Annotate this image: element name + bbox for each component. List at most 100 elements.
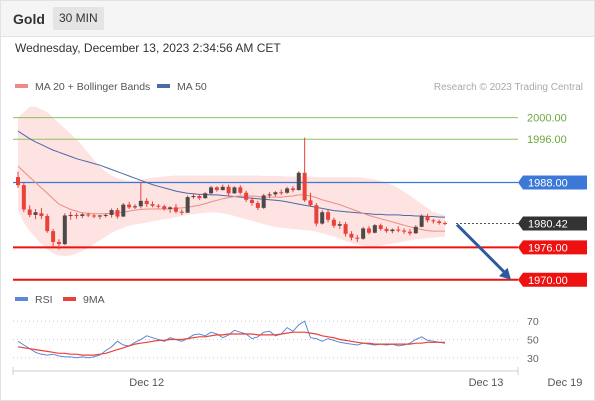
candle-body — [419, 216, 424, 227]
candlesticks — [16, 137, 448, 250]
instrument-title: Gold — [13, 11, 45, 27]
candle — [173, 204, 178, 214]
candle-body — [320, 212, 325, 224]
candle — [103, 213, 108, 218]
candle-body — [109, 210, 114, 215]
candle — [372, 224, 377, 234]
candle-body — [296, 172, 301, 191]
candle — [355, 234, 360, 242]
candle-body — [425, 216, 430, 221]
candle-body — [285, 188, 290, 193]
candle-body — [261, 195, 266, 208]
candle — [343, 221, 348, 237]
candle-body — [74, 214, 79, 216]
candle — [273, 191, 278, 197]
legend-label: RSI — [35, 294, 53, 306]
level-label: 1976.00 — [528, 242, 568, 254]
candle — [162, 204, 167, 211]
candle — [349, 231, 354, 241]
candle — [232, 186, 237, 194]
candle-body — [150, 204, 155, 206]
ma50-line — [17, 130, 445, 218]
candle-body — [378, 225, 383, 229]
level-label: 1970.00 — [528, 275, 568, 287]
candle — [396, 226, 401, 233]
level-label: 1996.00 — [527, 134, 567, 146]
candle — [62, 213, 67, 246]
candle — [121, 203, 126, 218]
candle — [86, 212, 91, 218]
candle — [115, 207, 120, 219]
candle-body — [355, 237, 360, 239]
candle — [92, 213, 97, 219]
rsi-tick-label: 70 — [527, 316, 539, 328]
x-axis: Dec 12 Dec 13 Dec 19 — [12, 367, 582, 389]
candle — [144, 198, 149, 207]
candle-body — [226, 186, 231, 194]
candle-body — [197, 196, 202, 199]
candle — [320, 210, 325, 225]
candle — [45, 213, 50, 233]
moving-averages — [17, 130, 445, 232]
candle — [413, 225, 418, 234]
candle-body — [97, 215, 102, 217]
candle — [138, 181, 143, 209]
candle-body — [390, 229, 395, 232]
candle-body — [138, 200, 143, 207]
candle-body — [121, 204, 126, 217]
ma20-line — [17, 165, 445, 232]
level-label: 1980.42 — [528, 218, 568, 230]
candle-body — [302, 172, 307, 201]
candle — [402, 228, 407, 234]
candle-body — [203, 193, 208, 199]
candle-body — [39, 213, 44, 216]
header-bar: Gold 30 MIN — [1, 1, 594, 37]
candle — [326, 209, 331, 223]
candle — [39, 207, 44, 220]
price-legend: MA 20 + Bollinger Bands MA 50 — [15, 81, 207, 93]
candle-body — [133, 206, 137, 208]
candle — [296, 171, 301, 191]
candle-body — [407, 231, 412, 234]
candle — [150, 201, 155, 208]
candle — [97, 214, 102, 220]
candle-body — [162, 206, 167, 209]
timeframe-badge[interactable]: 30 MIN — [53, 7, 104, 30]
legend-label: MA 20 + Bollinger Bands — [35, 81, 150, 93]
candle-body — [244, 192, 249, 200]
forecast-arrow — [455, 223, 511, 280]
candle-body — [367, 228, 371, 233]
level-tag — [518, 216, 587, 231]
candle — [390, 228, 395, 234]
candle — [425, 213, 430, 223]
x-tick-label: Dec 13 — [469, 377, 504, 389]
candle — [226, 184, 231, 196]
candle — [21, 182, 26, 213]
arrow-head — [499, 267, 511, 280]
candle-body — [156, 205, 161, 207]
candle-body — [191, 196, 196, 198]
candle-body — [372, 225, 377, 233]
x-tick-label: Dec 12 — [129, 377, 164, 389]
candle-body — [279, 192, 284, 194]
candle — [443, 221, 448, 226]
candle — [16, 171, 20, 188]
candle — [156, 204, 161, 209]
candle-body — [16, 177, 20, 186]
candle-body — [273, 192, 278, 195]
candle-body — [437, 221, 442, 224]
candle-body — [21, 185, 26, 210]
candle-body — [103, 214, 108, 216]
candle-body — [314, 205, 319, 224]
candle-body — [144, 200, 149, 205]
candle-body — [86, 214, 91, 216]
candle — [109, 208, 114, 218]
candle — [431, 218, 436, 224]
candle-body — [168, 207, 173, 209]
arrow-shaft — [455, 223, 508, 275]
candle — [68, 211, 73, 220]
rsi-panel: 70 50 30 — [13, 316, 539, 365]
candle — [244, 190, 249, 202]
